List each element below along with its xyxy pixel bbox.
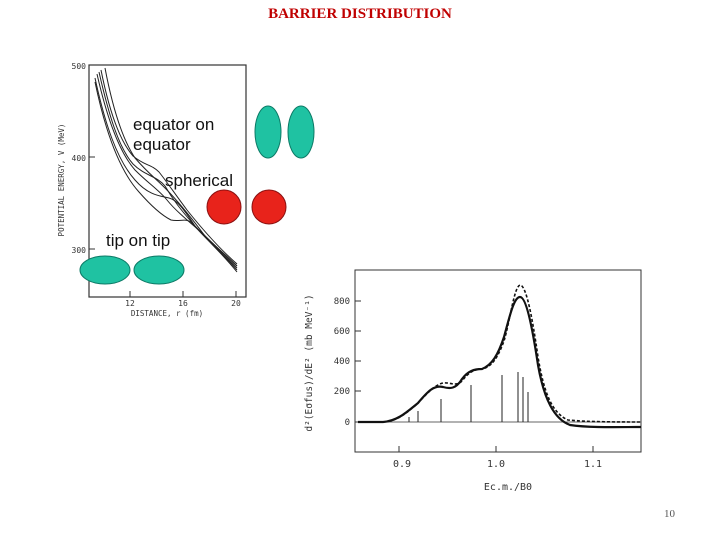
dist-x-tick-1.1: 1.1 [584, 459, 602, 470]
y-tick-300: 300 [72, 246, 87, 255]
potential-plot-frame [88, 64, 247, 298]
dist-x-label: Ec.m./B0 [484, 482, 532, 493]
label-spherical: spherical [165, 171, 233, 190]
dist-x-tick-0.9: 0.9 [393, 459, 411, 470]
dist-y-tick-400: 400 [334, 357, 350, 367]
potential-y-label: POTENTIAL ENERGY, V (MeV) [57, 124, 66, 237]
y-tick-400: 400 [72, 154, 87, 163]
barrier-distribution-figure: 800 600 400 200 0 0.9 1.0 1.1 Ec.m./B0 d… [304, 269, 642, 493]
dist-y-tick-600: 600 [334, 327, 350, 337]
x-tick-12: 12 [125, 299, 135, 308]
dashed-distribution-curve [358, 284, 642, 423]
dist-y-label: d²(Eσfus)/dE² (mb MeV⁻¹) [304, 294, 315, 431]
potential-energy-figure: 500 400 300 POTENTIAL ENERGY, V (MeV) 12… [57, 62, 315, 318]
dist-x-tick-1.0: 1.0 [487, 459, 505, 470]
dist-y-tick-0: 0 [345, 418, 350, 428]
solid-distribution-curve [358, 295, 642, 429]
barrier-sticks [408, 372, 529, 422]
label-equator-on: equator on [133, 115, 214, 134]
nucleus-spherical-right [251, 189, 287, 225]
distribution-plot-frame [354, 269, 642, 453]
nucleus-tip-right [133, 255, 185, 285]
y-tick-500: 500 [72, 62, 87, 71]
nucleus-tip-left [79, 255, 131, 285]
dist-y-tick-200: 200 [334, 387, 350, 397]
potential-x-label: DISTANCE, r (fm) [131, 309, 203, 318]
x-tick-16: 16 [178, 299, 188, 308]
label-equator: equator [133, 135, 191, 154]
nucleus-equator-left [254, 105, 282, 159]
nucleus-equator-right [287, 105, 315, 159]
nucleus-spherical-left [206, 189, 242, 225]
label-tip-on-tip: tip on tip [106, 231, 170, 250]
slide-title: BARRIER DISTRIBUTION [268, 6, 452, 22]
x-tick-20: 20 [231, 299, 241, 308]
potential-curves [94, 67, 238, 273]
page-number: 10 [664, 508, 675, 520]
dist-y-tick-800: 800 [334, 297, 350, 307]
